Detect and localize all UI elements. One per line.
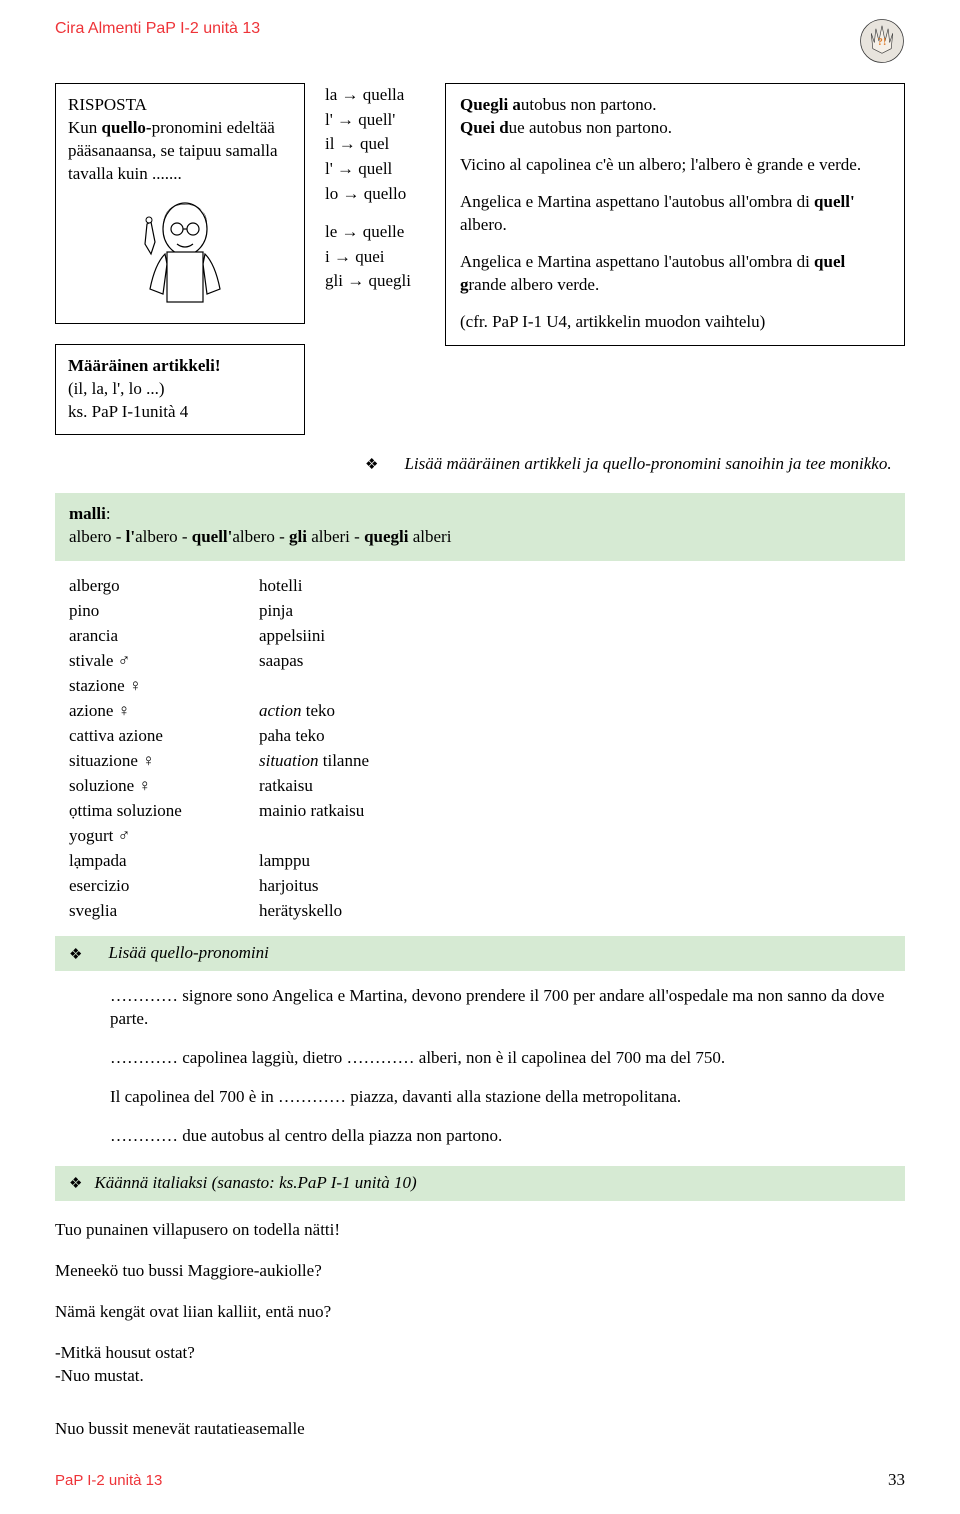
vocab-italian: esercizio xyxy=(69,875,259,898)
vocab-finnish: paha teko xyxy=(259,725,905,748)
exercise-p2: ………… capolinea laggiù, dietro ………… alber… xyxy=(110,1047,905,1070)
right-column: Quegli autobus non partono.Quei due auto… xyxy=(445,83,905,435)
exercise-p1: ………… signore sono Angelica e Martina, de… xyxy=(110,985,905,1031)
vocab-italian: stivale ♂ xyxy=(69,650,259,673)
vocab-italian: lạmpada xyxy=(69,850,259,873)
vocab-finnish: situation tilanne xyxy=(259,750,905,773)
vocab-italian: ọttima soluzione xyxy=(69,800,259,823)
instruction-3-text: Käännä italiaksi (sanasto: ks.PaP I-1 un… xyxy=(94,1172,416,1195)
svg-text:?!: ?! xyxy=(878,36,887,48)
arrow-row: la → quella xyxy=(325,83,425,108)
instruction-2-text: Lisää quello-pronomini xyxy=(108,942,268,965)
ex-p4: Angelica e Martina aspettano l'autobus a… xyxy=(460,191,890,237)
footer-left: PaP I-2 unità 13 xyxy=(55,1471,162,1491)
vocab-italian: stazione ♀ xyxy=(69,675,259,698)
artik-heading: Määräinen artikkeli! xyxy=(68,355,292,378)
vocab-finnish: harjoitus xyxy=(259,875,905,898)
teacher-image xyxy=(68,194,292,309)
sentence-1: Tuo punainen villapusero on todella nätt… xyxy=(55,1219,905,1242)
instruction-3-row: ❖ Käännä italiaksi (sanasto: ks.PaP I-1 … xyxy=(55,1166,905,1201)
arrow-row: i → quei xyxy=(325,245,425,270)
arrow-column: la → quella l' → quell' il → quel l' → q… xyxy=(325,83,425,435)
vocab-finnish: appelsiini xyxy=(259,625,905,648)
risposta-bold: quello- xyxy=(102,118,152,137)
sentence-2: Meneekö tuo bussi Maggiore-aukiolle? xyxy=(55,1260,905,1283)
top-section: RISPOSTA Kun quello-pronomini edeltää pä… xyxy=(55,83,905,435)
diamond-bullet-icon: ❖ xyxy=(69,945,82,965)
arrow-row: l' → quell' xyxy=(325,108,425,133)
ex-p3: Vicino al capolinea c'è un albero; l'alb… xyxy=(460,154,890,177)
vocab-italian: cattiva azione xyxy=(69,725,259,748)
fill-in-exercise: ………… signore sono Angelica e Martina, de… xyxy=(55,985,905,1148)
ex-p6: (cfr. PaP I-1 U4, artikkelin muodon vaih… xyxy=(460,311,890,334)
arrow-row: gli → quegli xyxy=(325,269,425,294)
arrow-spacer xyxy=(325,206,425,220)
vocab-italian: situazione ♀ xyxy=(69,750,259,773)
vocab-finnish: herätyskello xyxy=(259,900,905,923)
vocab-italian: soluzione ♀ xyxy=(69,775,259,798)
vocab-italian: albergo xyxy=(69,575,259,598)
vocab-finnish xyxy=(259,675,905,698)
vocab-finnish: mainio ratkaisu xyxy=(259,800,905,823)
artik-line2: (il, la, l', lo ...) xyxy=(68,378,292,401)
malli-label: malli: xyxy=(69,503,891,526)
risposta-heading: RISPOSTA xyxy=(68,94,292,117)
sentence-3: Nämä kengät ovat liian kalliit, entä nuo… xyxy=(55,1301,905,1324)
vocab-table: albergohotellipinopinjaaranciaappelsiini… xyxy=(69,575,905,922)
vocab-italian: pino xyxy=(69,600,259,623)
hand-icon: ?! xyxy=(859,18,905,71)
risposta-box: RISPOSTA Kun quello-pronomini edeltää pä… xyxy=(55,83,305,324)
vocab-italian: arancia xyxy=(69,625,259,648)
instruction-1-text: Lisää määräinen artikkeli ja quello-pron… xyxy=(404,453,891,476)
risposta-text-1: Kun xyxy=(68,118,102,137)
vocab-finnish: saapas xyxy=(259,650,905,673)
vocab-finnish: hotelli xyxy=(259,575,905,598)
page-footer: PaP I-2 unità 13 33 xyxy=(55,1469,905,1492)
instruction-1-row: ❖ Lisää määräinen artikkeli ja quello-pr… xyxy=(365,453,905,476)
arrow-row: lo → quello xyxy=(325,182,425,207)
malli-block: malli: albero - l'albero - quell'albero … xyxy=(55,493,905,561)
malli-text: albero - l'albero - quell'albero - gli a… xyxy=(69,526,891,549)
arrow-row: l' → quell xyxy=(325,157,425,182)
vocab-finnish: pinja xyxy=(259,600,905,623)
arrow-row: il → quel xyxy=(325,132,425,157)
examples-box: Quegli autobus non partono.Quei due auto… xyxy=(445,83,905,347)
exercise-p3: Il capolinea del 700 è in ………… piazza, d… xyxy=(110,1086,905,1109)
exercise-p4: ………… due autobus al centro della piazza … xyxy=(110,1125,905,1148)
sentence-6: Nuo bussit menevät rautatieasemalle xyxy=(55,1418,905,1441)
instruction-2-row: ❖ Lisää quello-pronomini xyxy=(55,936,905,971)
diamond-bullet-icon: ❖ xyxy=(69,1174,82,1194)
vocab-italian: yogurt ♂ xyxy=(69,825,259,848)
vocab-italian: sveglia xyxy=(69,900,259,923)
ex-p5: Angelica e Martina aspettano l'autobus a… xyxy=(460,251,890,297)
vocab-finnish: ratkaisu xyxy=(259,775,905,798)
diamond-bullet-icon: ❖ xyxy=(365,455,378,475)
page-header: Cira Almenti PaP I-2 unità 13 ?! xyxy=(55,18,905,71)
artik-line3: ks. PaP I-1unità 4 xyxy=(68,401,292,424)
arrow-row: le → quelle xyxy=(325,220,425,245)
translation-sentences: Tuo punainen villapusero on todella nätt… xyxy=(55,1219,905,1441)
vocab-finnish: action teko xyxy=(259,700,905,723)
sentence-4-5: -Mitkä housut ostat?-Nuo mustat. xyxy=(55,1342,905,1388)
header-title: Cira Almenti PaP I-2 unità 13 xyxy=(55,18,260,40)
ex-p1: Quegli autobus non partono.Quei due auto… xyxy=(460,94,890,140)
artikkeli-box: Määräinen artikkeli! (il, la, l', lo ...… xyxy=(55,344,305,435)
vocab-italian: azione ♀ xyxy=(69,700,259,723)
vocab-finnish xyxy=(259,825,905,848)
page-number: 33 xyxy=(888,1469,905,1492)
left-column: RISPOSTA Kun quello-pronomini edeltää pä… xyxy=(55,83,305,435)
vocab-finnish: lamppu xyxy=(259,850,905,873)
